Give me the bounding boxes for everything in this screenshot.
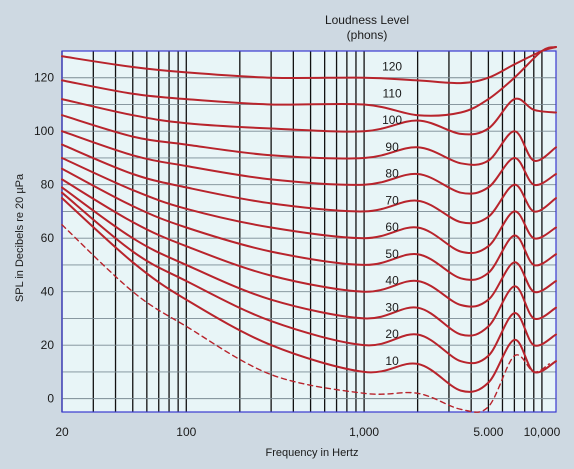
loudness-curve-30 xyxy=(61,186,557,337)
x-tick-label: 1,000 xyxy=(349,425,379,439)
y-tick-label: 40 xyxy=(41,285,55,299)
y-tick-label: 60 xyxy=(41,231,55,245)
threshold-curve-dashed xyxy=(61,224,550,413)
chart-title-line-1: Loudness Level xyxy=(325,13,409,27)
loudness-curve-70 xyxy=(61,143,557,225)
loudness-curve-40 xyxy=(61,178,557,308)
x-tick-labels: 20 100 1,000 5.000 10,000 xyxy=(55,425,560,439)
horizontal-grid xyxy=(62,50,556,400)
phon-label-70: 70 xyxy=(385,193,399,207)
y-axis-label: SPL in Decibels re 20 µPa xyxy=(14,173,26,302)
phon-label-100: 100 xyxy=(382,113,402,127)
phon-label-60: 60 xyxy=(385,220,399,234)
loudness-curve-50 xyxy=(61,167,557,281)
phon-label-110: 110 xyxy=(383,86,402,100)
y-tick-label: 0 xyxy=(47,392,54,406)
plot-border xyxy=(61,50,557,413)
phon-label-30: 30 xyxy=(385,300,399,314)
x-tick-label: 5.000 xyxy=(473,425,503,439)
x-tick-label: 100 xyxy=(176,425,196,439)
y-tick-label: 120 xyxy=(34,71,54,85)
phon-label-20: 20 xyxy=(385,327,399,341)
loudness-curve-20 xyxy=(61,191,557,365)
loudness-curve-80 xyxy=(61,130,557,195)
phon-label-10: 10 xyxy=(385,354,399,368)
loudness-curve-100 xyxy=(61,97,557,136)
chart-title-line-2: (phons) xyxy=(347,28,388,42)
x-axis-label: Frequency in Hertz xyxy=(266,447,359,459)
phon-label-40: 40 xyxy=(385,274,399,288)
curves-group xyxy=(61,46,557,413)
phon-label-50: 50 xyxy=(385,247,399,261)
plot-background xyxy=(62,51,556,412)
loudness-curve-90 xyxy=(61,114,557,166)
loudness-curve-10 xyxy=(61,197,557,393)
phon-label-90: 90 xyxy=(385,140,399,154)
y-tick-labels: 0 20 40 60 80 100 120 xyxy=(34,71,54,406)
y-tick-label: 20 xyxy=(41,338,55,352)
phon-labels: 120 110 100 90 80 70 60 50 40 30 20 10 xyxy=(382,60,402,368)
loudness-curve-60 xyxy=(61,157,557,255)
x-tick-label: 10,000 xyxy=(524,425,561,439)
y-tick-label: 80 xyxy=(41,178,55,192)
phon-label-120: 120 xyxy=(382,60,402,74)
x-tick-label: 20 xyxy=(55,425,69,439)
y-tick-label: 100 xyxy=(34,124,54,138)
loudness-curve-110 xyxy=(61,46,557,117)
loudness-curve-120 xyxy=(61,46,557,85)
phon-label-80: 80 xyxy=(385,167,399,181)
